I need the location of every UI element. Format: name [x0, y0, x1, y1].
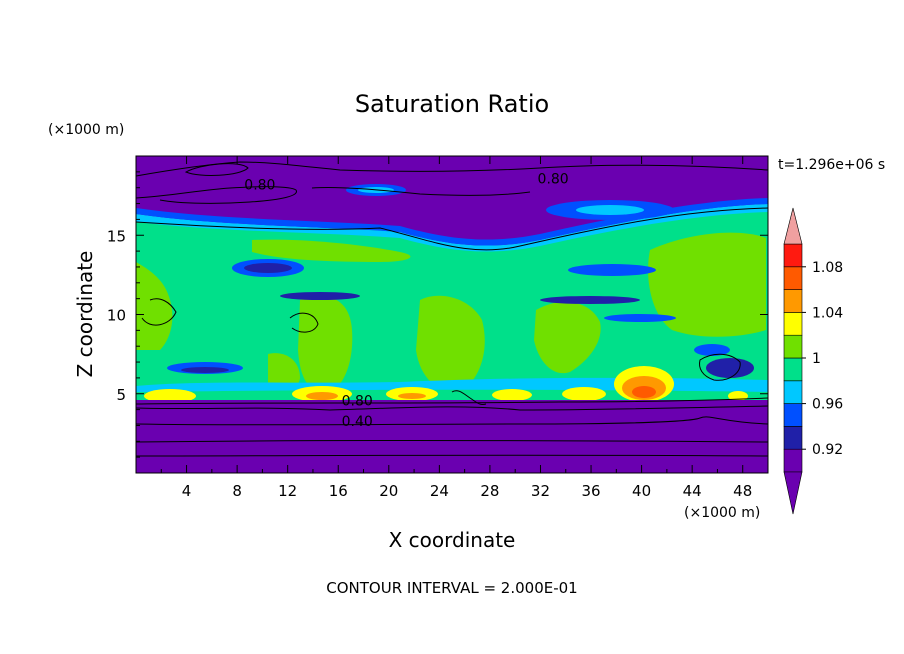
x-tick-label: 44: [683, 482, 702, 500]
colorbar-swatch: [783, 289, 803, 313]
contour-line: [136, 440, 768, 443]
colorbar-swatch: [783, 448, 803, 473]
field-region-lime: [136, 262, 173, 350]
field-patch-blue: [568, 264, 656, 276]
y-tick-label: 15: [107, 227, 126, 245]
x-tick-label: 16: [329, 482, 348, 500]
colorbar-label: 1.08: [812, 260, 843, 276]
colorbar-under-arrow: [783, 471, 803, 515]
field-patch-blue: [244, 263, 292, 273]
x-tick-label: 32: [531, 482, 550, 500]
chart-title: Saturation Ratio: [355, 90, 549, 118]
contour-line: [311, 186, 531, 196]
y-axis-label: Z coordinate: [73, 251, 97, 378]
colorbar-swatch: [783, 312, 803, 336]
colorbar-swatch: [783, 334, 803, 359]
contour-line: [136, 405, 768, 411]
contour-label: 0.40: [342, 414, 373, 430]
field-patch-blue: [706, 358, 754, 378]
colorbar-label: 0.92: [812, 442, 843, 458]
contour-labels: 0.80 0.80 0.80 0.40: [244, 171, 569, 430]
field-region-green: [136, 389, 768, 400]
contour-line: [451, 390, 487, 405]
x-tick-label: 48: [733, 482, 752, 500]
field-region-lime: [416, 295, 485, 393]
y-tick-label: 5: [116, 386, 126, 404]
field-region-blue-top: [136, 198, 768, 246]
contour-line: [136, 207, 768, 251]
field-region-dry-low: [136, 400, 768, 473]
contour-label: 0.80: [538, 171, 569, 187]
contour-line: [289, 312, 319, 333]
contour-line: [136, 186, 297, 204]
y-axis: 5 10 15: [107, 171, 768, 458]
field-core-orange: [306, 392, 338, 400]
x-tick-label: 8: [232, 482, 242, 500]
field-core-yellow: [492, 389, 532, 401]
colorbar-swatch: [783, 426, 803, 450]
colorbar-label: 0.96: [812, 397, 843, 413]
field-core-yellow: [144, 389, 196, 403]
contour-line: [136, 397, 768, 405]
field-region-lime: [534, 301, 601, 374]
contour-line: [136, 454, 768, 457]
x-axis-label: X coordinate: [389, 528, 516, 552]
contour-label: 0.80: [244, 178, 275, 194]
contour-line: [136, 416, 768, 426]
y-unit-label: (×1000 m): [48, 122, 124, 138]
colorbar-label: 1: [812, 351, 821, 367]
colorbar-swatch: [783, 403, 803, 427]
field-patch-blue: [181, 367, 229, 373]
x-tick-label: 4: [182, 482, 192, 500]
x-axis: 4 8 12 16 20 24 28 32 36 40 44 48: [160, 156, 752, 500]
colorbar: 1.08 1.04 1 0.96 0.92: [783, 207, 843, 515]
x-unit-label: (×1000 m): [684, 505, 760, 521]
x-tick-label: 20: [379, 482, 398, 500]
colorbar-swatch: [783, 357, 803, 382]
field-patch-blue: [540, 296, 640, 304]
x-tick-label: 36: [581, 482, 600, 500]
field-region-lime: [298, 296, 353, 393]
field-region-lime: [648, 232, 766, 337]
field-core-orange: [398, 393, 426, 399]
field-patch-blue: [694, 344, 730, 356]
colorbar-over-arrow: [783, 207, 803, 245]
contour-line: [184, 163, 249, 176]
colorbar-swatch: [783, 243, 803, 268]
field-plot: 0.80 0.80 0.80 0.40: [136, 156, 768, 473]
field-patch-cyan: [576, 205, 644, 215]
contour-line: [141, 298, 177, 326]
colorbar-swatch: [783, 380, 803, 404]
field-core-red: [632, 386, 656, 398]
field-region-lime: [252, 239, 411, 262]
contour-label: 0.80: [342, 393, 373, 409]
colorbar-swatch: [783, 266, 803, 290]
colorbar-label: 1.04: [812, 305, 843, 321]
field-patch-blue: [280, 292, 360, 300]
x-tick-label: 28: [480, 482, 499, 500]
contour-line: [699, 353, 741, 381]
time-label: t=1.296e+06 s: [778, 157, 885, 173]
y-tick-label: 10: [107, 307, 126, 325]
contour-lines: [136, 161, 768, 457]
field-region-cyan-top: [136, 204, 768, 252]
field-core-yellow: [562, 387, 606, 401]
x-tick-label: 12: [278, 482, 297, 500]
contour-interval-footer: CONTOUR INTERVAL = 2.000E-01: [326, 579, 577, 597]
field-patch-blue: [604, 314, 676, 322]
x-tick-label: 24: [430, 482, 449, 500]
x-tick-label: 40: [632, 482, 651, 500]
